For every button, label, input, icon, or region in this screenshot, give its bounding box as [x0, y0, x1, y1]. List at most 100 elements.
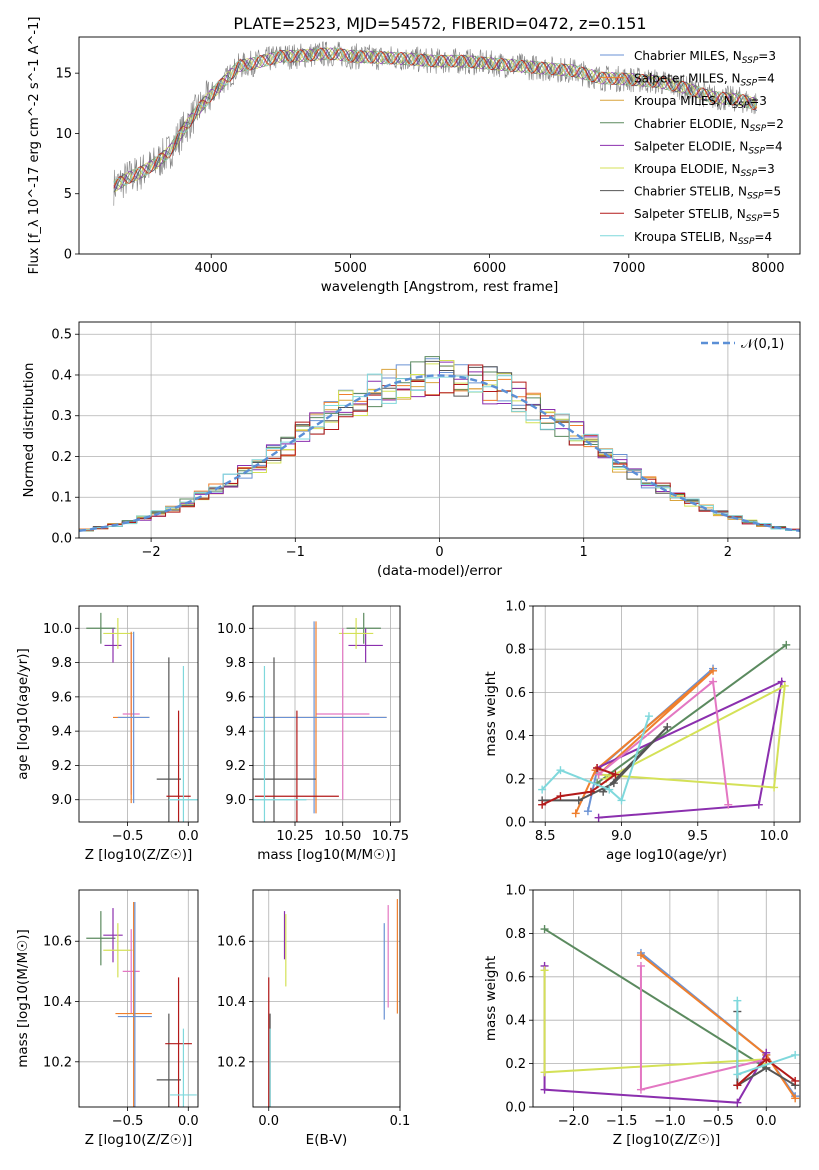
x-tick-label: 10.0	[760, 829, 789, 844]
y-tick-label: 0.0	[505, 1101, 526, 1116]
weight-point-marker	[574, 796, 583, 805]
y-tick-label: 10.4	[217, 995, 246, 1010]
weight-series-line	[598, 684, 786, 789]
error-bar-point	[156, 1013, 181, 1107]
y-tick-label: 0.0	[51, 532, 72, 547]
error-bar-point	[170, 1028, 197, 1107]
x-tick-label: 6000	[473, 261, 506, 276]
error-bars	[86, 612, 198, 822]
error-bars	[86, 902, 197, 1107]
weight-point-marker	[791, 1094, 800, 1103]
y-tick-label: 10.2	[43, 1055, 72, 1070]
error-bar-point	[253, 621, 387, 814]
weight-point-marker	[791, 1076, 800, 1085]
axes-frame	[252, 889, 401, 1108]
y-tick-label: 9.4	[225, 725, 246, 740]
ticks: 0.0 0.1 10.2 10.4 10.6	[217, 935, 410, 1129]
x-tick-label: 10.25	[276, 829, 313, 844]
y-tick-label: 0.0	[505, 816, 526, 831]
weight-point-marker	[556, 766, 565, 775]
y-tick-label: 0.3	[51, 409, 72, 424]
y-tick-label: 0.8	[505, 927, 526, 942]
axes-frame	[78, 321, 801, 539]
grid-lines	[79, 890, 198, 1107]
legend-label: Kroupa MILES, NSSP=3	[634, 94, 767, 111]
model-spectrum-line	[113, 47, 758, 192]
model-spectrum-line	[113, 47, 758, 189]
y-tick-label: 10.0	[43, 622, 72, 637]
weight-point-marker	[538, 800, 547, 809]
x-tick-label: −1.5	[606, 1114, 638, 1129]
age-vs-metallicity-panel: −0.5 0.0 9.0 9.2 9.4 9.6 9.8 10.0 Z [log10(Z/Z☉)…	[15, 605, 199, 863]
weight-point-marker	[571, 809, 580, 818]
x-axis-label: (data-model)/error	[377, 563, 503, 579]
axes-frame	[78, 36, 801, 255]
ticks: −2.0 −1.5 −1.0 −0.5 0.0 0.0 0.2 0.4 0.6 0.8 1.0	[505, 884, 776, 1130]
y-tick-label: 9.2	[51, 759, 72, 774]
grid-lines	[533, 889, 800, 1108]
y-tick-label: 9.6	[51, 690, 72, 705]
weight-point-marker	[540, 966, 549, 975]
weight-point-marker	[733, 996, 742, 1005]
x-tick-label: 0	[435, 545, 443, 560]
ticks: 8.5 9.0 9.5 10.0 0.0 0.2 0.4 0.6 0.8 1.0	[505, 600, 788, 845]
x-tick-label: 7000	[612, 261, 645, 276]
y-tick-label: 9.0	[51, 793, 72, 808]
weight-point-marker	[538, 785, 547, 794]
error-bars	[253, 612, 387, 822]
x-tick-label: −0.5	[112, 1114, 144, 1129]
error-bar-point	[122, 929, 140, 1014]
axes-frame	[532, 605, 801, 823]
x-tick-label: 9.0	[611, 829, 632, 844]
weight-lines	[538, 640, 791, 822]
y-axis-label: Normed distribution	[21, 363, 37, 498]
age-vs-mass-panel: 10.25 10.50 10.75 9.0 9.2 9.4 9.6 9.8 10.0 mass […	[217, 605, 409, 863]
error-bar-point	[115, 902, 152, 1107]
legend-label: Salpeter STELIB, NSSP=5	[634, 207, 780, 224]
error-bar-point	[103, 908, 123, 963]
ticks: 10.25 10.50 10.75 9.0 9.2 9.4 9.6 9.8 10.0	[217, 622, 409, 844]
y-tick-label: 0.1	[51, 491, 72, 506]
mass-vs-metallicity-panel: −0.5 0.0 10.2 10.4 10.6 Z [log10(Z/Z☉)] mass […	[15, 889, 199, 1148]
weight-series-line	[597, 679, 730, 805]
model-spectrum-line	[113, 47, 758, 186]
weight-point-marker	[709, 666, 718, 675]
error-bar-point	[338, 618, 374, 649]
legend: 𝒩(0,1)	[701, 337, 784, 352]
y-tick-label: 9.0	[225, 793, 246, 808]
weight-point-marker	[782, 640, 791, 649]
weight-point-marker	[540, 1085, 549, 1094]
error-bar-point	[165, 977, 192, 1107]
figure-title: PLATE=2523, MJD=54572, FIBERID=0472, z=0…	[233, 14, 646, 33]
weight-series-line	[544, 928, 767, 1069]
y-tick-label: 1.0	[505, 884, 526, 899]
x-tick-label: 8.5	[535, 829, 556, 844]
weight-lines	[540, 925, 800, 1107]
x-tick-label: −1.0	[654, 1114, 686, 1129]
histograms	[79, 356, 800, 538]
x-tick-label: 1	[580, 545, 588, 560]
weight-point-marker	[780, 681, 789, 690]
y-axis-label: mass weight	[483, 671, 499, 756]
legend-label: Chabrier STELIB, NSSP=5	[634, 185, 781, 202]
error-bar-point	[316, 628, 370, 800]
weight-point-marker	[636, 961, 645, 970]
error-bar-point	[156, 657, 181, 822]
x-tick-label: −1	[286, 545, 305, 560]
y-tick-label: 10.6	[43, 935, 72, 950]
legend-label: 𝒩(0,1)	[741, 337, 784, 352]
error-bars	[268, 899, 398, 1107]
legend-label: Chabrier ELODIE, NSSP=2	[634, 117, 784, 134]
weight-point-marker	[540, 1068, 549, 1077]
y-tick-label: 10	[55, 127, 72, 142]
y-tick-label: 0.2	[505, 1057, 526, 1072]
weight-series-line	[596, 644, 787, 784]
x-tick-label: 0.0	[178, 1114, 199, 1129]
histogram-step-line	[79, 373, 800, 538]
y-tick-label: 0.4	[505, 729, 526, 744]
error-bar-point	[103, 923, 133, 978]
weight-point-marker	[724, 800, 733, 809]
weight-point-marker	[636, 1085, 645, 1094]
error-bar-point	[346, 612, 381, 644]
x-tick-label: 0.1	[390, 1114, 411, 1129]
